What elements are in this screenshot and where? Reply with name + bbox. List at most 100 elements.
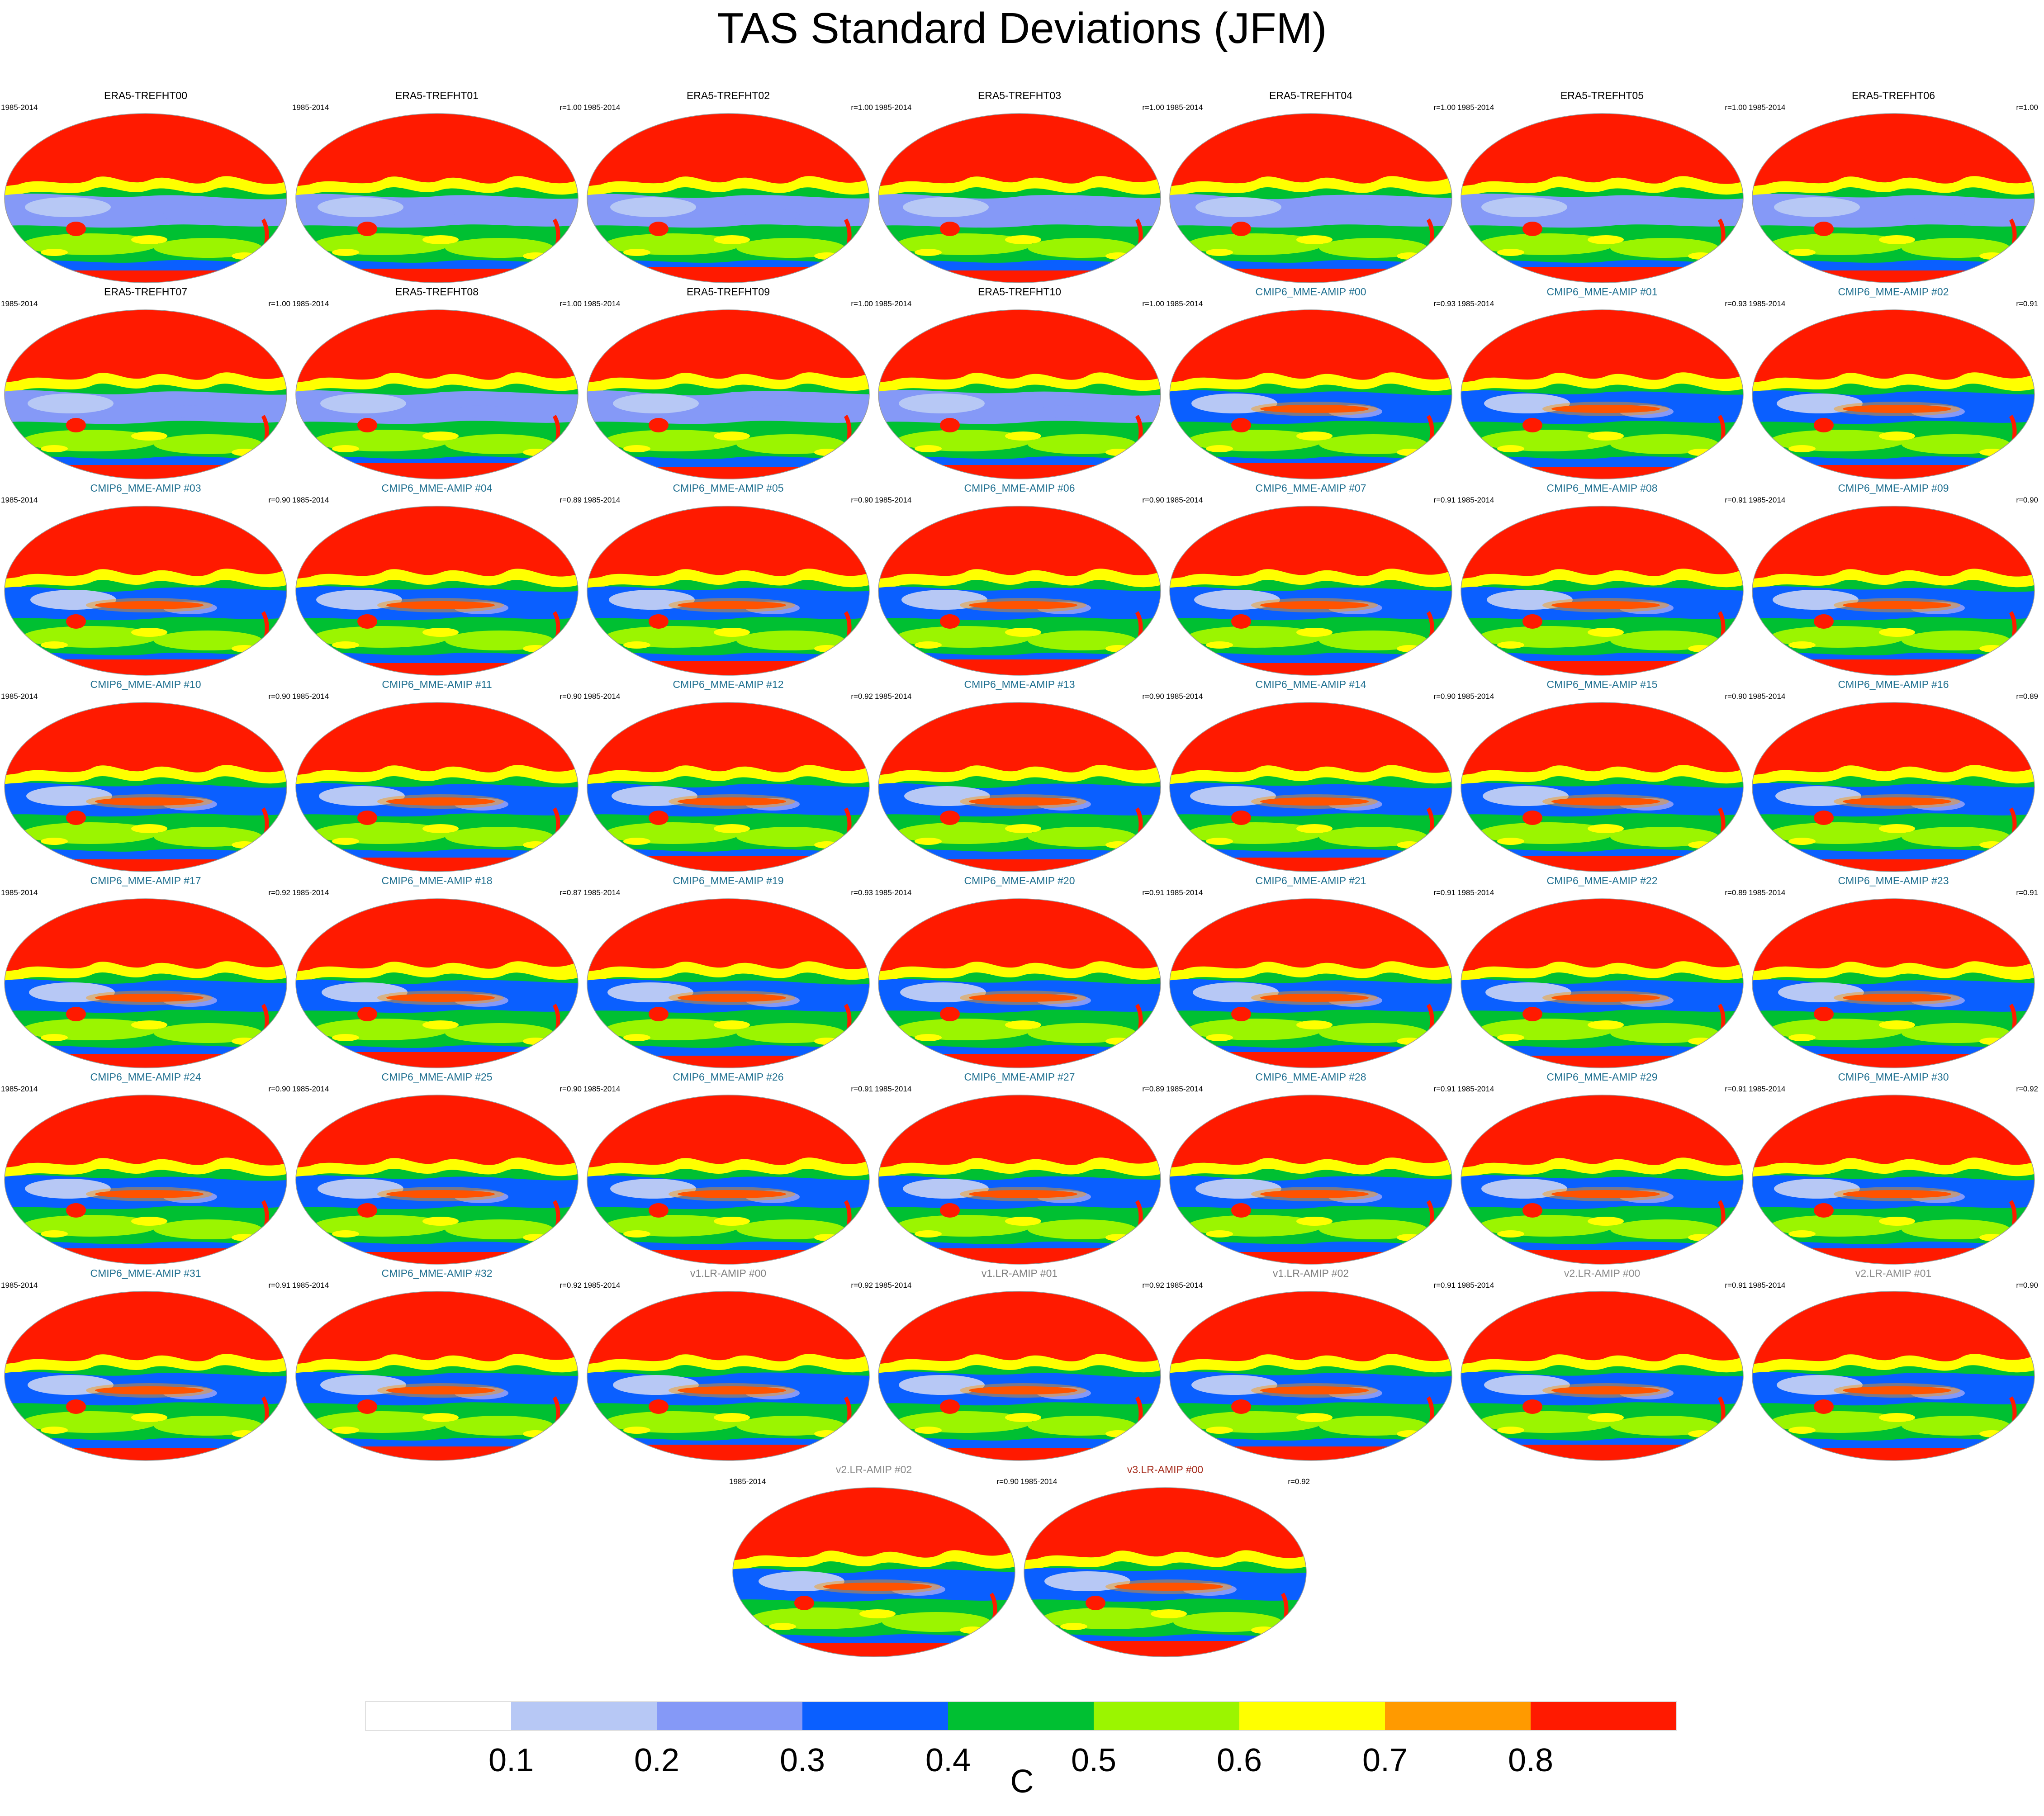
panel-correlation: r=0.91: [2016, 299, 2038, 308]
map-panel: CMIP6_MME-AMIP #26 1985-2014 r=0.91: [583, 1071, 874, 1269]
world-map: [4, 1291, 287, 1461]
panel-title: CMIP6_MME-AMIP #13: [964, 678, 1075, 690]
map-panel: CMIP6_MME-AMIP #32 1985-2014 r=0.92: [291, 1267, 583, 1465]
map-panel: ERA5-TREFHT09 1985-2014 r=1.00: [583, 286, 874, 484]
map-field: [878, 1095, 1161, 1264]
figure-title: TAS Standard Deviations (JFM): [717, 4, 1327, 52]
world-map: [4, 1095, 287, 1265]
colorbar-segment: [802, 1702, 948, 1731]
panel-period: 1985-2014: [292, 1085, 329, 1093]
panel-title: CMIP6_MME-AMIP #23: [1838, 875, 1949, 887]
map-panel: CMIP6_MME-AMIP #13 1985-2014 r=0.90: [874, 678, 1165, 876]
panel-title: v1.LR-AMIP #01: [981, 1267, 1058, 1279]
map-panel: CMIP6_MME-AMIP #30 1985-2014 r=0.92: [1748, 1071, 2039, 1269]
world-map: [1752, 1291, 2035, 1461]
map-field: [296, 702, 578, 872]
panel-period: 1985-2014: [875, 1085, 912, 1093]
panel-period: 1985-2014: [583, 692, 621, 701]
map-field: [1752, 506, 2035, 675]
map-field: [1752, 114, 2035, 283]
world-map: [1461, 309, 1744, 479]
map-panel: CMIP6_MME-AMIP #03 1985-2014 r=0.90: [0, 482, 291, 680]
map-panel: CMIP6_MME-AMIP #00 1985-2014 r=0.93: [1165, 286, 1456, 484]
map-panel: CMIP6_MME-AMIP #24 1985-2014 r=0.90: [0, 1071, 291, 1269]
panel-period: 1985-2014: [292, 692, 329, 701]
world-map: [1461, 1291, 1744, 1461]
panel-title: CMIP6_MME-AMIP #05: [673, 482, 784, 494]
panel-correlation: r=0.91: [268, 1281, 290, 1290]
panel-title: ERA5-TREFHT01: [395, 90, 479, 101]
map-panel: CMIP6_MME-AMIP #28 1985-2014 r=0.91: [1165, 1071, 1456, 1269]
panel-title: CMIP6_MME-AMIP #18: [381, 875, 493, 887]
panel-title: CMIP6_MME-AMIP #22: [1546, 875, 1658, 887]
map-field: [878, 702, 1161, 872]
world-map: [878, 1291, 1161, 1461]
map-panel: CMIP6_MME-AMIP #05 1985-2014 r=0.90: [583, 482, 874, 680]
panel-period: 1985-2014: [1457, 299, 1494, 308]
colorbar-segment: [365, 1702, 511, 1731]
map-field: [1170, 114, 1452, 283]
panel-title: CMIP6_MME-AMIP #29: [1546, 1071, 1658, 1083]
colorbar-tick-label: 0.5: [1071, 1742, 1116, 1778]
map-field: [1461, 114, 1743, 283]
panel-title: ERA5-TREFHT10: [977, 286, 1062, 298]
world-map: [1024, 1487, 1307, 1657]
panel-title: ERA5-TREFHT05: [1560, 90, 1644, 101]
panel-title: CMIP6_MME-AMIP #30: [1838, 1071, 1949, 1083]
map-panel: CMIP6_MME-AMIP #27 1985-2014 r=0.89: [874, 1071, 1165, 1269]
map-panel: CMIP6_MME-AMIP #14 1985-2014 r=0.90: [1165, 678, 1456, 876]
panel-title: ERA5-TREFHT02: [686, 90, 770, 101]
map-field: [1461, 506, 1743, 675]
map-field: [1752, 310, 2035, 479]
map-panel: CMIP6_MME-AMIP #09 1985-2014 r=0.90: [1748, 482, 2039, 680]
panel-title: CMIP6_MME-AMIP #10: [90, 678, 201, 690]
panel-title: CMIP6_MME-AMIP #24: [90, 1071, 201, 1083]
map-panel: CMIP6_MME-AMIP #29 1985-2014 r=0.91: [1456, 1071, 1748, 1269]
panel-correlation: r=0.93: [851, 888, 873, 897]
panel-period: 1985-2014: [292, 496, 329, 504]
panel-period: 1985-2014: [1457, 1085, 1494, 1093]
panel-title: ERA5-TREFHT07: [104, 286, 188, 298]
map-field: [1170, 310, 1452, 479]
world-map: [295, 702, 579, 872]
map-panel: v2.LR-AMIP #01 1985-2014 r=0.90: [1748, 1267, 2039, 1465]
colorbar-segment: [511, 1702, 657, 1731]
panel-title: CMIP6_MME-AMIP #11: [382, 678, 492, 690]
world-map: [587, 1095, 870, 1265]
map-field: [1752, 899, 2035, 1068]
panel-period: 1985-2014: [583, 299, 621, 308]
colorbar-tick-label: 0.7: [1362, 1742, 1408, 1778]
map-field: [1024, 1488, 1306, 1657]
panel-correlation: r=1.00: [851, 103, 873, 112]
panel-title: v1.LR-AMIP #02: [1272, 1267, 1349, 1279]
map-field: [587, 1291, 869, 1460]
map-field: [1752, 702, 2035, 872]
panel-correlation: r=0.90: [268, 496, 290, 504]
panel-correlation: r=0.91: [2016, 888, 2038, 897]
panel-correlation: r=0.90: [268, 692, 290, 701]
panel-period: 1985-2014: [1, 299, 38, 308]
map-panel: ERA5-TREFHT03 1985-2014 r=1.00: [874, 90, 1165, 287]
map-panel: CMIP6_MME-AMIP #25 1985-2014 r=0.90: [291, 1071, 583, 1269]
world-map: [295, 1291, 579, 1461]
panel-title: v1.LR-AMIP #00: [690, 1267, 767, 1279]
colorbar-segment: [948, 1702, 1094, 1731]
panel-correlation: r=0.92: [2016, 1085, 2038, 1093]
map-panel: ERA5-TREFHT02 1985-2014 r=1.00: [583, 90, 874, 287]
map-panel: CMIP6_MME-AMIP #17 1985-2014 r=0.92: [0, 875, 291, 1072]
world-map: [1461, 898, 1744, 1068]
map-panel: ERA5-TREFHT10 1985-2014 r=1.00: [874, 286, 1165, 484]
world-map: [1752, 309, 2035, 479]
panel-correlation: r=0.87: [560, 888, 582, 897]
map-panel: ERA5-TREFHT01 1985-2014 r=1.00: [291, 90, 583, 287]
map-panel: CMIP6_MME-AMIP #16 1985-2014 r=0.89: [1748, 678, 2039, 876]
map-field: [1170, 1095, 1452, 1264]
map-panel: CMIP6_MME-AMIP #22 1985-2014 r=0.89: [1456, 875, 1748, 1072]
map-panel: CMIP6_MME-AMIP #06 1985-2014 r=0.90: [874, 482, 1165, 680]
panel-correlation: r=1.00: [1142, 299, 1164, 308]
map-field: [5, 1095, 287, 1264]
panel-title: CMIP6_MME-AMIP #20: [964, 875, 1075, 887]
colorbar-tick-label: 0.6: [1217, 1742, 1262, 1778]
map-panel: ERA5-TREFHT08 1985-2014 r=1.00: [291, 286, 583, 484]
map-panel: v1.LR-AMIP #01 1985-2014 r=0.92: [874, 1267, 1165, 1465]
